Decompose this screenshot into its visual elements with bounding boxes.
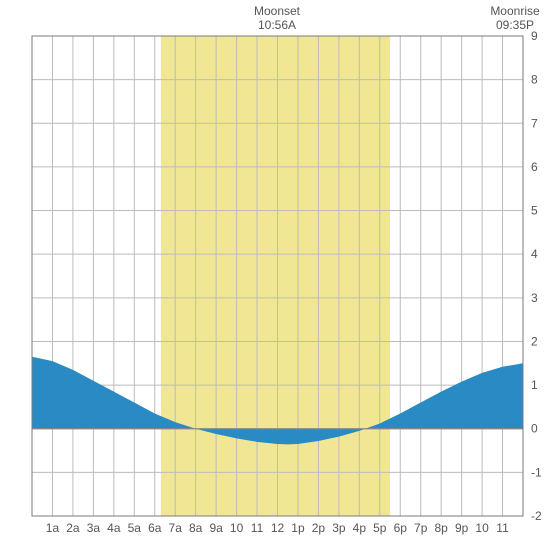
moonset-time: 10:56A (258, 18, 296, 32)
svg-text:9p: 9p (455, 521, 469, 535)
svg-text:12: 12 (271, 521, 285, 535)
svg-text:6p: 6p (394, 521, 408, 535)
svg-text:5: 5 (531, 204, 538, 218)
svg-text:11: 11 (496, 521, 509, 535)
svg-text:11: 11 (251, 521, 264, 535)
svg-text:2: 2 (531, 334, 538, 348)
svg-text:8: 8 (531, 73, 538, 87)
svg-text:-1: -1 (531, 465, 542, 479)
svg-text:10: 10 (230, 521, 244, 535)
svg-text:0: 0 (531, 422, 538, 436)
svg-text:4a: 4a (107, 521, 121, 535)
svg-text:7p: 7p (414, 521, 428, 535)
svg-text:2p: 2p (312, 521, 326, 535)
tide-chart-svg: 1a2a3a4a5a6a7a8a9a1011121p2p3p4p5p6p7p8p… (0, 0, 550, 550)
svg-text:6: 6 (531, 160, 538, 174)
svg-text:6a: 6a (148, 521, 162, 535)
tide-chart-container: Moonset 10:56A Moonrise 09:35P 1a 2a 3a 4a 5… (0, 0, 550, 550)
svg-text:-2: -2 (531, 509, 542, 523)
moonset-label: Moonset (254, 4, 300, 18)
svg-text:5a: 5a (128, 521, 142, 535)
svg-text:7: 7 (531, 116, 538, 130)
svg-text:3: 3 (531, 291, 538, 305)
svg-text:8p: 8p (434, 521, 448, 535)
svg-text:3a: 3a (87, 521, 101, 535)
moonset-annotation: Moonset 10:56A (247, 4, 307, 33)
moonrise-label: Moonrise (490, 4, 539, 18)
svg-text:4p: 4p (353, 521, 367, 535)
svg-text:1p: 1p (291, 521, 305, 535)
svg-text:4: 4 (531, 247, 538, 261)
svg-text:7a: 7a (169, 521, 183, 535)
svg-text:10: 10 (475, 521, 489, 535)
svg-text:9a: 9a (209, 521, 223, 535)
svg-text:1: 1 (531, 378, 538, 392)
svg-text:5p: 5p (373, 521, 387, 535)
svg-text:1a: 1a (46, 521, 60, 535)
moonrise-annotation: Moonrise 09:35P (485, 4, 545, 33)
svg-text:3p: 3p (332, 521, 346, 535)
moonrise-time: 09:35P (496, 18, 534, 32)
svg-text:2a: 2a (66, 521, 80, 535)
svg-text:8a: 8a (189, 521, 203, 535)
